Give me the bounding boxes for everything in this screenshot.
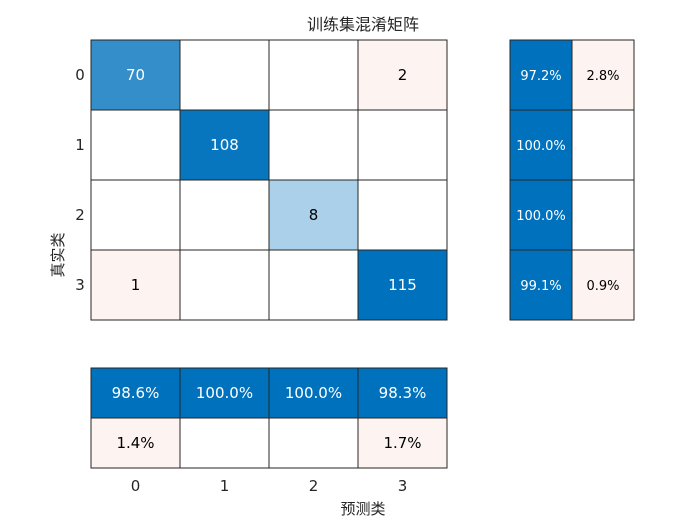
matrix-value-2-2: 8 <box>309 206 319 224</box>
matrix-cell-3-1 <box>179 249 270 321</box>
matrix-cell-1-1 <box>179 109 270 181</box>
column-summary-cell-1-2 <box>268 417 359 469</box>
matrix-cell-3-2 <box>268 249 359 321</box>
row-summary-value-0-0: 97.2% <box>520 69 561 84</box>
row-summary-cell-2-1 <box>571 179 635 251</box>
confusion-matrix-grid: 70 2 108 8 1 115 <box>90 39 448 321</box>
row-summary-value-1-0: 100.0% <box>516 139 566 154</box>
column-summary-cell-1-0 <box>90 417 181 469</box>
column-summary-grid: 98.6% 100.0% 100.0% 98.3% 1.4% 1.7% <box>90 367 448 469</box>
row-summary-cell-1-1 <box>571 109 635 181</box>
column-summary-value-0-3: 98.3% <box>379 384 427 402</box>
y-tick-label-2: 2 <box>75 206 85 224</box>
matrix-cell-1-0 <box>90 109 181 181</box>
matrix-value-1-1: 108 <box>210 136 239 154</box>
y-tick-label-1: 1 <box>75 136 85 154</box>
matrix-cell-3-0 <box>90 249 181 321</box>
matrix-cell-2-2 <box>268 179 359 251</box>
axis-tick-labels: 0 0 1 1 2 2 3 3 <box>75 66 407 495</box>
matrix-cell-3-3 <box>357 249 448 321</box>
row-summary-value-3-0: 99.1% <box>520 279 561 294</box>
matrix-cell-0-1 <box>179 39 270 111</box>
row-summary-cell-2-0 <box>509 179 573 251</box>
matrix-cell-1-2 <box>268 109 359 181</box>
matrix-cell-1-3 <box>357 109 448 181</box>
row-summary-cell-3-1 <box>571 249 635 321</box>
row-summary-grid: 97.2% 2.8% 100.0% 100.0% 99.1% 0.9% <box>509 39 635 321</box>
matrix-value-3-3: 115 <box>388 276 417 294</box>
column-summary-cell-0-1 <box>179 367 270 419</box>
column-summary-value-1-0: 1.4% <box>116 434 154 452</box>
x-tick-label-0: 0 <box>131 477 141 495</box>
chart-title: 训练集混淆矩阵 <box>307 15 419 34</box>
matrix-cell-2-3 <box>357 179 448 251</box>
matrix-value-0-0: 70 <box>126 66 145 84</box>
matrix-cell-2-0 <box>90 179 181 251</box>
matrix-cell-0-0 <box>90 39 181 111</box>
row-summary-cell-0-1 <box>571 39 635 111</box>
row-summary-value-3-1: 0.9% <box>586 279 619 294</box>
x-tick-label-1: 1 <box>220 477 230 495</box>
y-tick-label-0: 0 <box>75 66 85 84</box>
column-summary-cell-1-1 <box>179 417 270 469</box>
matrix-cell-2-1 <box>179 179 270 251</box>
column-summary-value-0-2: 100.0% <box>285 384 342 402</box>
y-axis-label: 真实类 <box>49 232 67 277</box>
matrix-value-3-0: 1 <box>131 276 141 294</box>
column-summary-cell-1-3 <box>357 417 448 469</box>
x-tick-label-3: 3 <box>398 477 408 495</box>
column-summary-value-0-0: 98.6% <box>112 384 160 402</box>
column-summary-value-1-3: 1.7% <box>383 434 421 452</box>
matrix-cell-0-2 <box>268 39 359 111</box>
matrix-cell-0-3 <box>357 39 448 111</box>
row-summary-value-0-1: 2.8% <box>586 69 619 84</box>
x-tick-label-2: 2 <box>309 477 319 495</box>
row-summary-value-2-0: 100.0% <box>516 209 566 224</box>
x-axis-label: 预测类 <box>340 500 385 518</box>
matrix-value-0-3: 2 <box>398 66 408 84</box>
column-summary-value-0-1: 100.0% <box>196 384 253 402</box>
y-tick-label-3: 3 <box>75 276 85 294</box>
column-summary-cell-0-3 <box>357 367 448 419</box>
